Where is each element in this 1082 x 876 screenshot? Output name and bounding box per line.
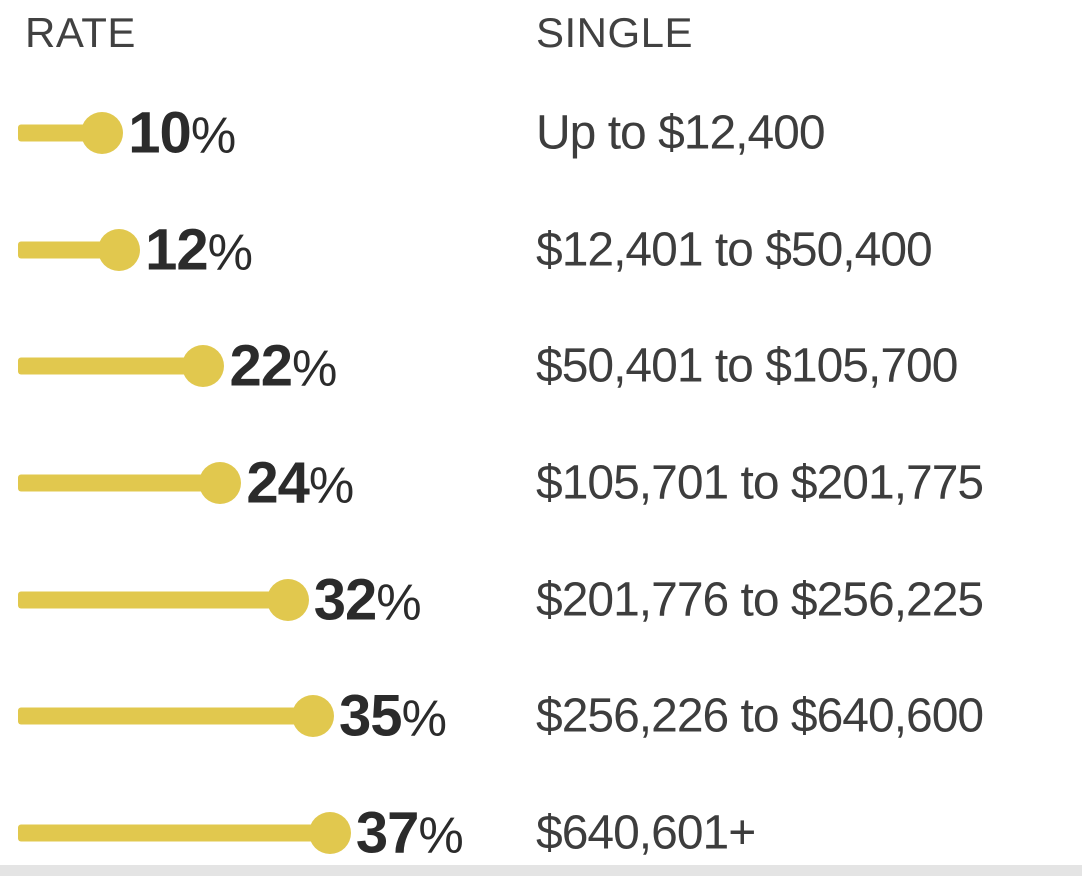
bracket-row: 35% $256,226 to $640,600 [0, 658, 1082, 775]
rate-label: 35% [339, 683, 447, 750]
rate-value: 22 [229, 333, 293, 399]
income-range-label: $201,776 to $256,225 [536, 573, 984, 627]
rate-value: 35 [339, 683, 403, 749]
percent-sign: % [376, 573, 421, 631]
bracket-row: 32% $201,776 to $256,225 [0, 541, 1082, 658]
rate-value: 32 [313, 567, 378, 633]
percent-sign: % [418, 806, 463, 864]
column-header-rate: RATE [25, 9, 136, 56]
rate-bar [18, 241, 120, 259]
rate-label: 22% [229, 333, 337, 400]
bracket-rows: 10% Up to $12,400 12% $12,401 to $50,400… [0, 75, 1082, 876]
rate-bar-dot [266, 578, 309, 621]
income-range-label: Up to $12,400 [536, 106, 826, 160]
rate-bar-dot [199, 462, 242, 505]
rate-bar [18, 357, 204, 375]
income-range-label: $640,601+ [536, 806, 756, 860]
bracket-row: 24% $105,701 to $201,775 [0, 425, 1082, 542]
income-range-label: $12,401 to $50,400 [536, 223, 933, 277]
rate-bar [18, 707, 314, 725]
rate-label: 10% [128, 100, 236, 167]
income-range-label: $256,226 to $640,600 [536, 689, 984, 743]
rate-bar [18, 591, 288, 609]
percent-sign: % [291, 339, 337, 397]
rate-label: 12% [145, 216, 253, 283]
rate-bar-dot [308, 811, 351, 854]
rate-bar-dot [98, 228, 141, 271]
bracket-row: 22% $50,401 to $105,700 [0, 308, 1082, 425]
column-header-single: SINGLE [536, 9, 694, 56]
rate-bar-dot [81, 112, 124, 155]
rate-value: 37 [355, 800, 420, 866]
bracket-row: 37% $640,601+ [0, 775, 1082, 876]
rate-label: 32% [313, 566, 422, 633]
bottom-divider [0, 865, 1082, 876]
rate-value: 10 [128, 100, 192, 166]
rate-bar-dot [292, 695, 335, 738]
bracket-row: 10% Up to $12,400 [0, 75, 1082, 192]
rate-label: 37% [355, 799, 464, 866]
income-range-label: $105,701 to $201,775 [536, 456, 984, 510]
rate-bar [18, 124, 103, 142]
rate-value: 12 [145, 217, 209, 283]
rate-bar-dot [182, 345, 225, 388]
income-range-label: $50,401 to $105,700 [536, 339, 958, 393]
rate-bar [18, 824, 330, 842]
rate-label: 24% [246, 450, 354, 517]
percent-sign: % [190, 106, 236, 164]
rate-value: 24 [246, 450, 310, 516]
percent-sign: % [207, 223, 253, 281]
bracket-row: 12% $12,401 to $50,400 [0, 192, 1082, 309]
percent-sign: % [308, 456, 354, 514]
rate-bar [18, 474, 221, 492]
percent-sign: % [401, 689, 447, 747]
